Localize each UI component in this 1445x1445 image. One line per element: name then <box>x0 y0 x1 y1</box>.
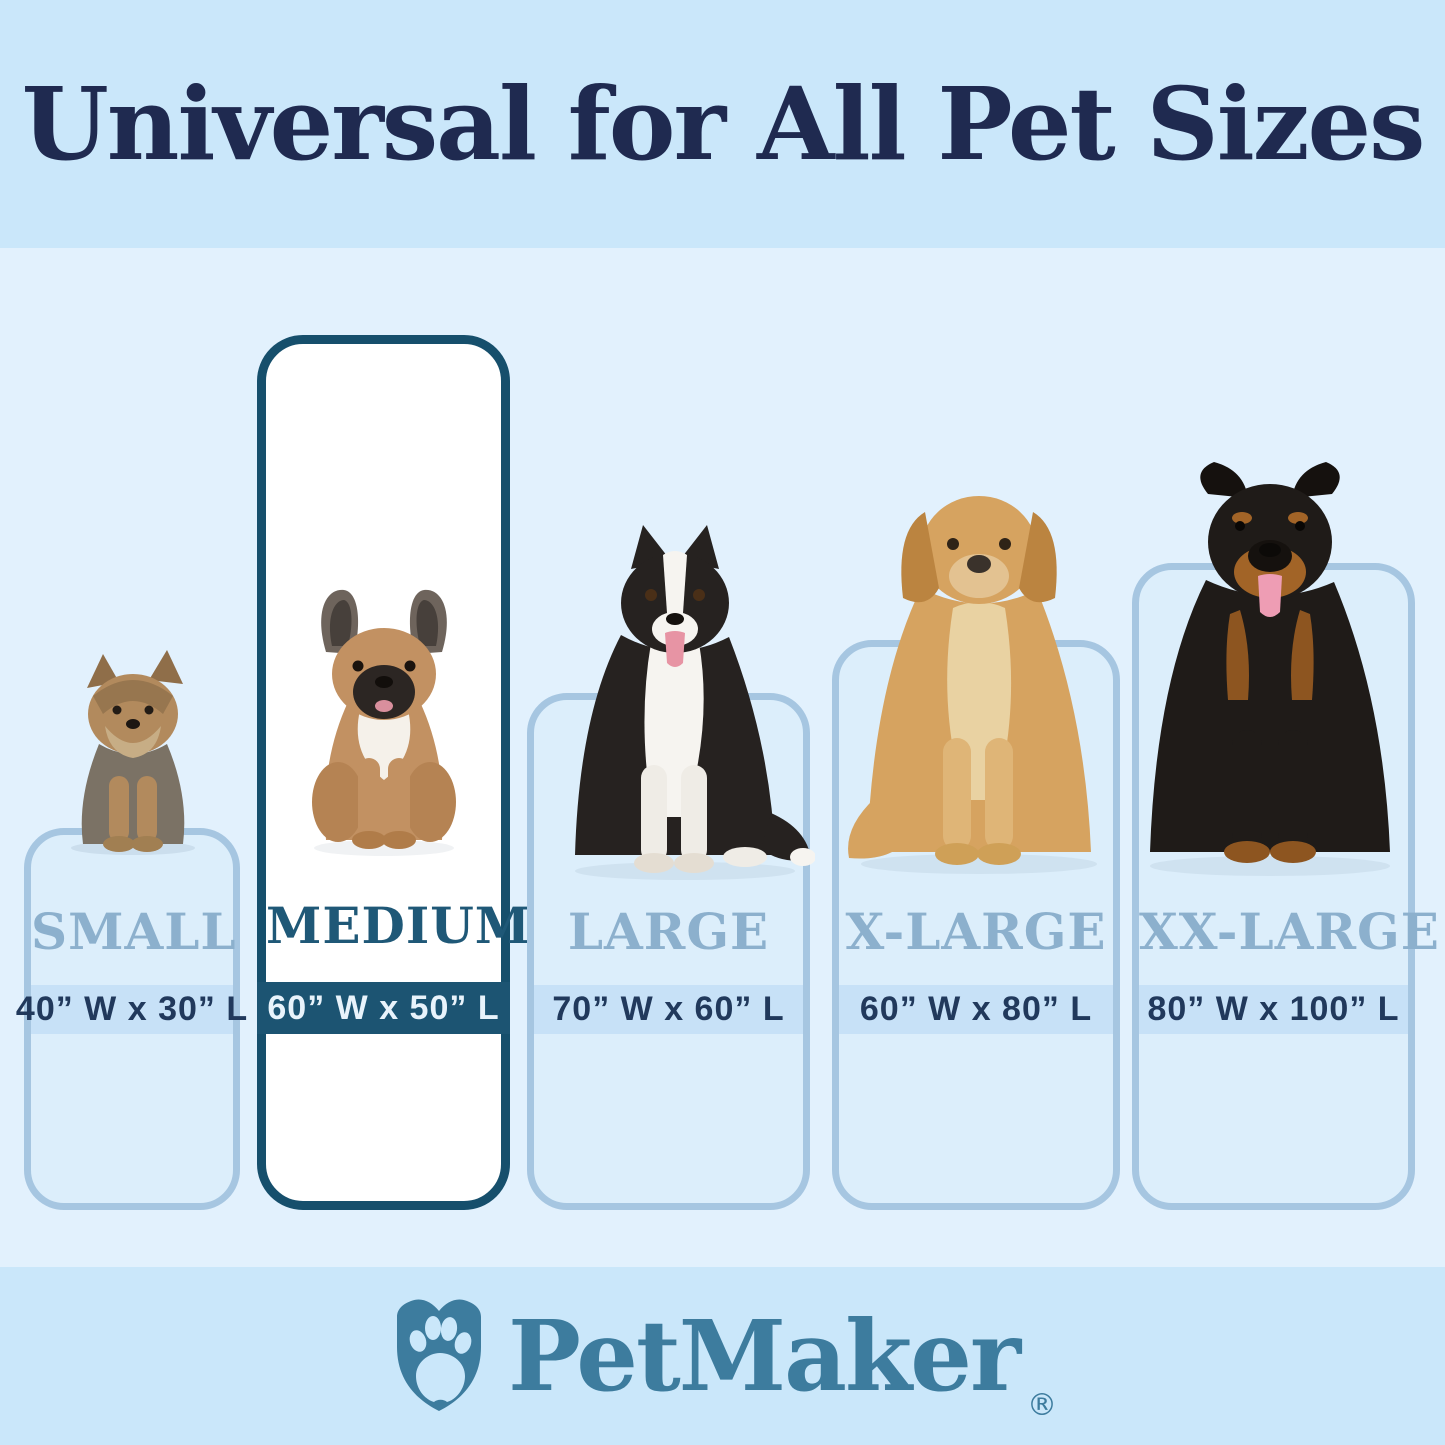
dimension-strip-xxlarge: 80” W x 100” L <box>1139 985 1408 1034</box>
rottweiler-image <box>1150 462 1390 876</box>
brand-name: PetMaker <box>507 1298 1021 1413</box>
size-column-medium: MEDIUM 60” W x 50” L <box>257 335 532 1210</box>
border-collie-image <box>575 525 815 880</box>
page-title: Universal for All Pet Sizes <box>21 65 1426 183</box>
dimension-strip-xlarge: 60” W x 80” L <box>839 985 1113 1034</box>
dimension-strip-small: 40” W x 30” L <box>16 985 247 1034</box>
dimension-text-medium: 60” W x 50” L <box>267 988 500 1027</box>
size-label-large: LARGE <box>567 902 770 961</box>
yorkshire-terrier-image <box>71 650 195 855</box>
dimension-strip-medium: 60” W x 50” L <box>257 982 510 1034</box>
dimension-text-xxlarge: 80” W x 100” L <box>1147 990 1400 1028</box>
size-column-small: SMALL 40” W x 30” L <box>16 828 247 1210</box>
size-label-xxlarge: XX-LARGE <box>1139 902 1440 961</box>
registered-trademark-symbol: ® <box>1027 1388 1058 1423</box>
dimension-text-small: 40” W x 30” L <box>15 990 249 1028</box>
size-label-small: SMALL <box>31 902 237 961</box>
dimension-strip-large: 70” W x 60” L <box>534 985 803 1034</box>
paw-shield-icon <box>396 1299 481 1411</box>
dimension-text-xlarge: 60” W x 80” L <box>859 990 1093 1028</box>
golden-retriever-image <box>848 496 1097 874</box>
french-bulldog-image <box>312 589 456 856</box>
header-band <box>0 0 1445 248</box>
size-label-xlarge: X-LARGE <box>845 902 1107 961</box>
brand-logo: PetMaker ® <box>0 1267 1445 1445</box>
dimension-text-large: 70” W x 60” L <box>552 990 785 1028</box>
size-label-medium: MEDIUM <box>266 896 532 955</box>
footer-band <box>0 1267 1445 1445</box>
